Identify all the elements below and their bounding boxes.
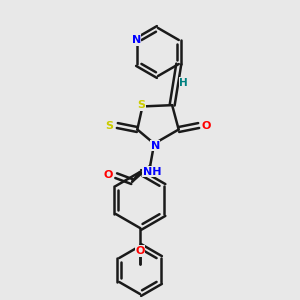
Text: O: O: [103, 170, 113, 180]
Text: O: O: [202, 121, 211, 130]
Text: H: H: [179, 78, 188, 88]
Text: S: S: [137, 100, 146, 110]
Text: S: S: [105, 121, 113, 130]
Text: NH: NH: [143, 167, 161, 177]
Text: O: O: [135, 246, 145, 256]
Text: N: N: [151, 141, 160, 151]
Text: N: N: [132, 35, 141, 45]
